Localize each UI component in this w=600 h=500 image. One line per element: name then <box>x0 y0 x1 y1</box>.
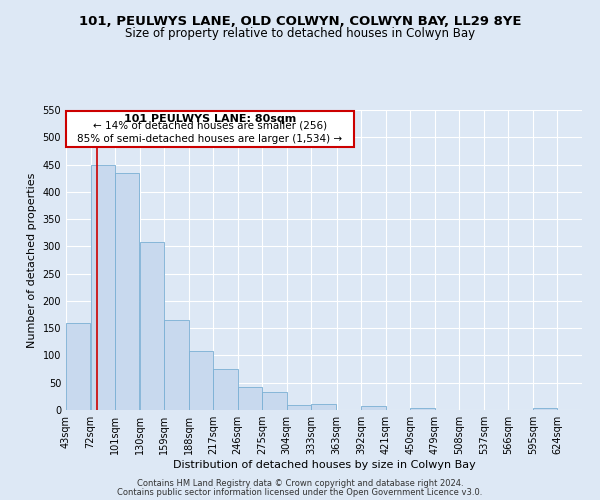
Text: Size of property relative to detached houses in Colwyn Bay: Size of property relative to detached ho… <box>125 28 475 40</box>
Bar <box>361 406 386 410</box>
Bar <box>66 322 91 410</box>
Bar <box>533 408 557 410</box>
Bar <box>262 392 287 410</box>
Bar <box>91 164 115 410</box>
Bar <box>287 404 311 410</box>
Bar <box>214 369 238 410</box>
Bar <box>410 408 434 410</box>
Bar <box>238 386 262 410</box>
Text: Contains HM Land Registry data © Crown copyright and database right 2024.: Contains HM Land Registry data © Crown c… <box>137 478 463 488</box>
Text: 101, PEULWYS LANE, OLD COLWYN, COLWYN BAY, LL29 8YE: 101, PEULWYS LANE, OLD COLWYN, COLWYN BA… <box>79 15 521 28</box>
X-axis label: Distribution of detached houses by size in Colwyn Bay: Distribution of detached houses by size … <box>173 460 475 470</box>
Text: 85% of semi-detached houses are larger (1,534) →: 85% of semi-detached houses are larger (… <box>77 134 343 143</box>
Bar <box>164 320 188 410</box>
Text: ← 14% of detached houses are smaller (256): ← 14% of detached houses are smaller (25… <box>93 120 327 130</box>
Bar <box>189 351 213 410</box>
Bar <box>311 404 336 410</box>
Bar <box>140 242 164 410</box>
Text: 101 PEULWYS LANE: 80sqm: 101 PEULWYS LANE: 80sqm <box>124 114 296 124</box>
Y-axis label: Number of detached properties: Number of detached properties <box>27 172 37 348</box>
Text: Contains public sector information licensed under the Open Government Licence v3: Contains public sector information licen… <box>118 488 482 497</box>
Bar <box>115 172 139 410</box>
FancyBboxPatch shape <box>66 111 353 146</box>
